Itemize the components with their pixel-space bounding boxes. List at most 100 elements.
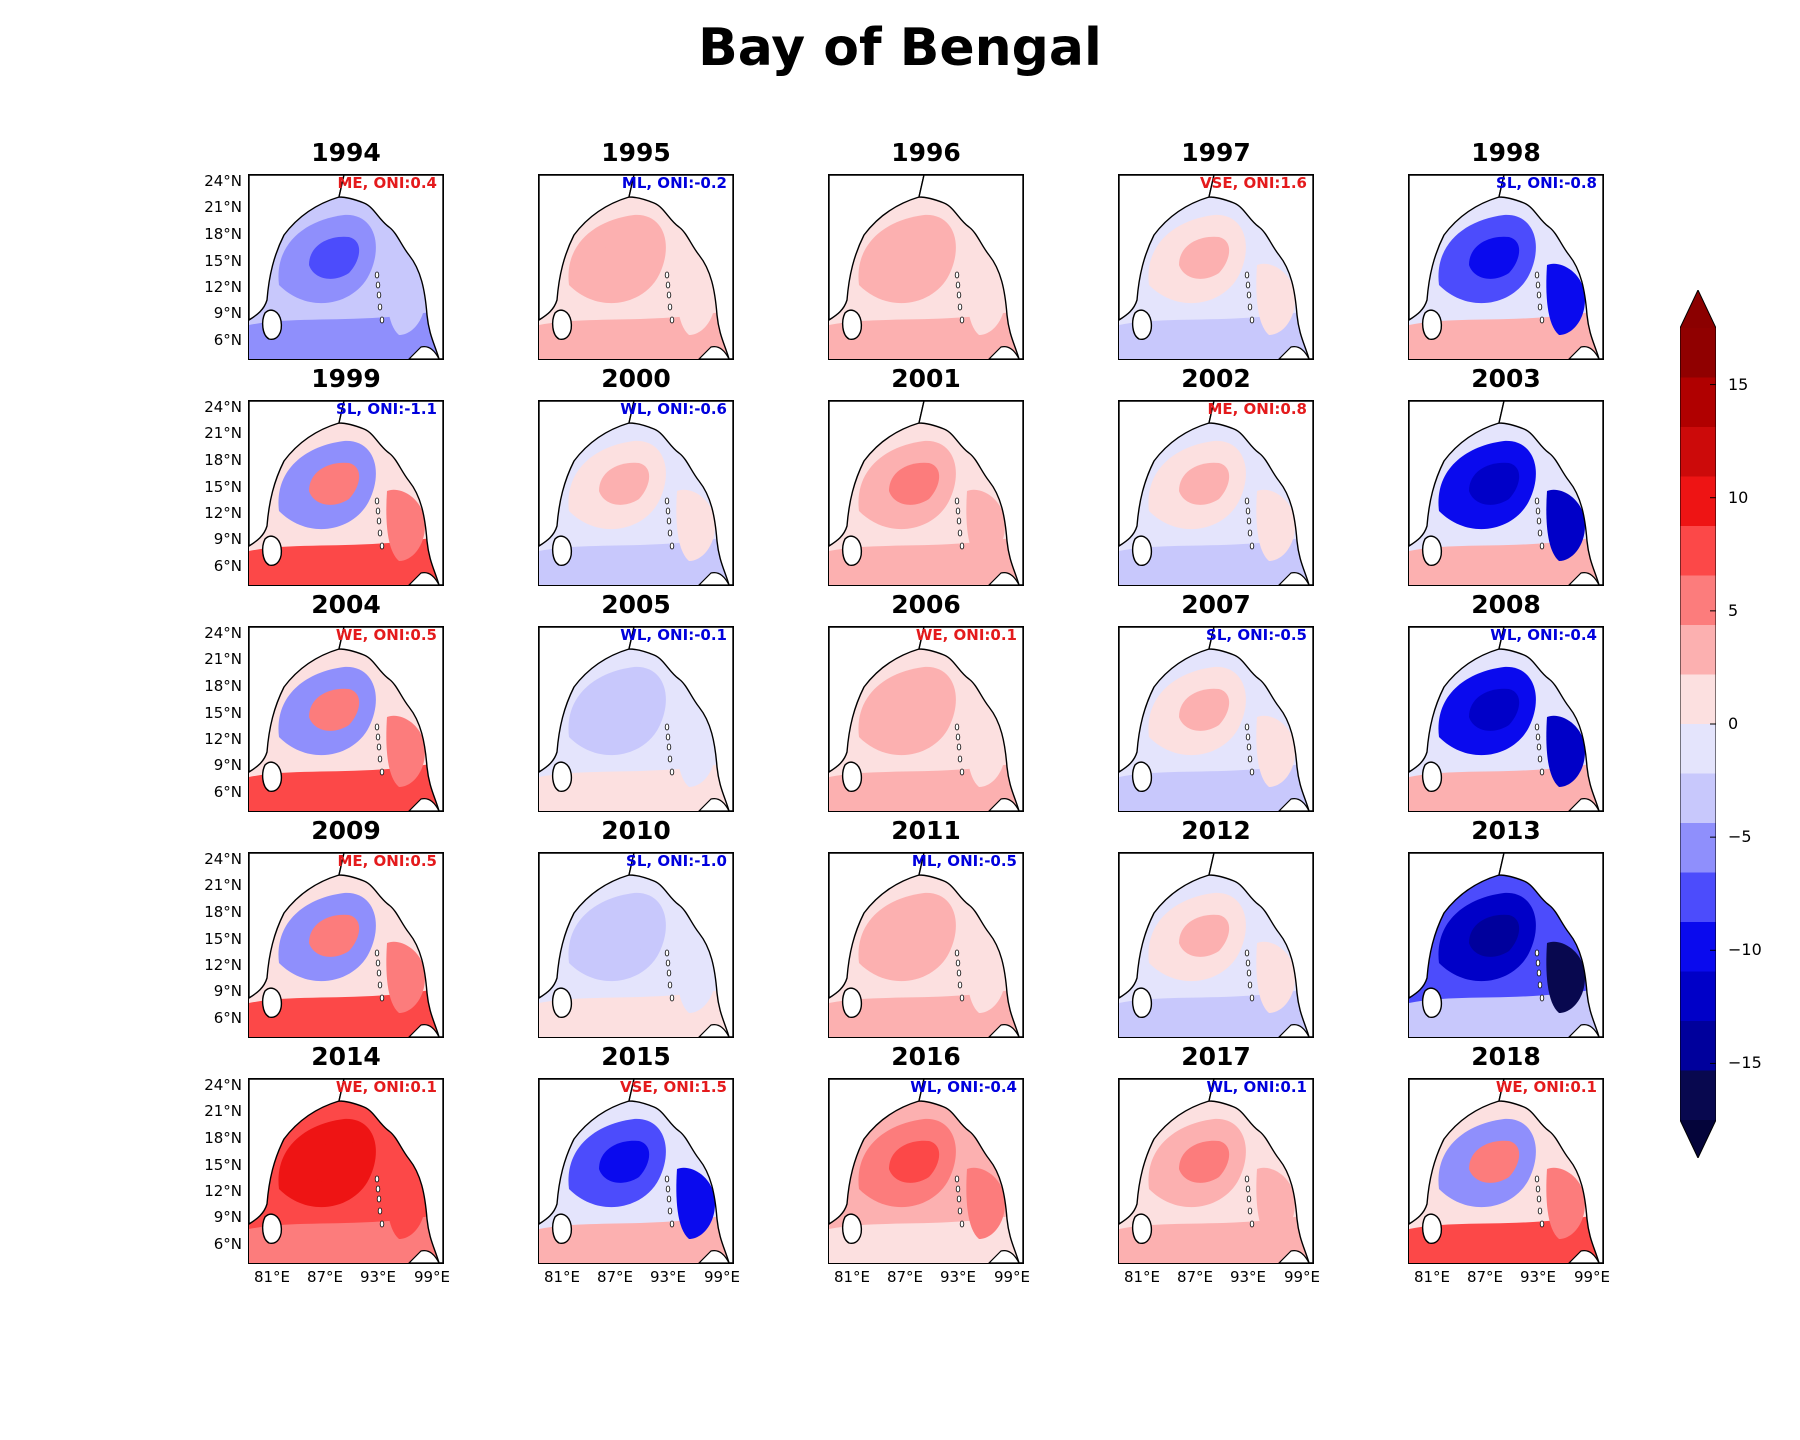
map-frame: SL, ONI:-1.1 — [248, 400, 444, 586]
panel-year: 2015 — [601, 1042, 671, 1071]
map-frame: WE, ONI:0.1 — [1408, 1078, 1604, 1264]
panel-year: 2010 — [601, 816, 671, 845]
enso-annotation: SL, ONI:-1.1 — [336, 400, 437, 418]
longitude-tick-label: 87°E — [1466, 1268, 1504, 1286]
longitude-tick-label: 93°E — [649, 1268, 687, 1286]
anomaly-map — [1119, 1079, 1313, 1263]
anomaly-map — [1119, 401, 1313, 585]
longitude-tick-label: 99°E — [413, 1268, 451, 1286]
colorbar — [1680, 290, 1716, 1158]
map-frame: WE, ONI:0.1 — [828, 626, 1024, 812]
map-panel: 2002 ME, ONI:0.8 — [1118, 364, 1314, 586]
map-frame: SL, ONI:-0.5 — [1118, 626, 1314, 812]
latitude-tick-label: 18°N — [204, 677, 242, 695]
panel-year: 1996 — [891, 138, 961, 167]
colorbar-extend-bottom — [1680, 1120, 1716, 1158]
anomaly-map — [1409, 175, 1603, 359]
colorbar-tick-label: −5 — [1728, 827, 1752, 847]
longitude-tick-label: 87°E — [886, 1268, 924, 1286]
anomaly-map — [1409, 627, 1603, 811]
map-panel: 2005 WL, ONI:-0.1 — [538, 590, 734, 812]
latitude-tick-label: 12°N — [204, 956, 242, 974]
latitude-tick-label: 9°N — [213, 530, 242, 548]
anomaly-map — [1119, 627, 1313, 811]
latitude-tick-label: 21°N — [204, 424, 242, 442]
anomaly-map — [539, 175, 733, 359]
map-frame — [1408, 852, 1604, 1038]
map-panel: 2011 ML, ONI:-0.5 — [828, 816, 1024, 1038]
map-frame: WL, ONI:-0.1 — [538, 626, 734, 812]
anomaly-map — [539, 401, 733, 585]
colorbar-tick-label: −15 — [1728, 1053, 1762, 1073]
enso-annotation: SL, ONI:-1.0 — [626, 852, 727, 870]
map-panel: 2006 WE, ONI:0.1 — [828, 590, 1024, 812]
latitude-tick-label: 15°N — [204, 930, 242, 948]
map-panel: 1998 SL, ONI:-0.8 — [1408, 138, 1604, 360]
enso-annotation: WL, ONI:-0.4 — [910, 1078, 1017, 1096]
colorbar-segment — [1680, 476, 1716, 527]
latitude-tick-label: 21°N — [204, 650, 242, 668]
latitude-tick-label: 21°N — [204, 198, 242, 216]
latitude-tick-label: 12°N — [204, 730, 242, 748]
map-panel: 2012 — [1118, 816, 1314, 1038]
latitude-tick-label: 12°N — [204, 1182, 242, 1200]
anomaly-map — [539, 627, 733, 811]
map-panel: 2014 WE, ONI:0.1 24°N 21°N 18°N 15°N 12°N 9°N 6°… — [204, 1042, 450, 1286]
latitude-tick-label: 6°N — [213, 1009, 242, 1027]
longitude-tick-label: 99°E — [1573, 1268, 1611, 1286]
longitude-tick-label: 81°E — [543, 1268, 581, 1286]
panel-year: 2011 — [891, 816, 961, 845]
colorbar-segment — [1680, 526, 1716, 576]
anomaly-map — [829, 175, 1023, 359]
map-frame: ML, ONI:-0.2 — [538, 174, 734, 360]
panel-year: 1994 — [311, 138, 381, 167]
latitude-tick-label: 9°N — [213, 982, 242, 1000]
enso-annotation: SL, ONI:-0.5 — [1206, 626, 1307, 644]
enso-annotation: WL, ONI:-0.4 — [1490, 626, 1597, 644]
enso-annotation: VSE, ONI:1.6 — [1199, 174, 1307, 192]
colorbar-segment — [1680, 773, 1716, 824]
enso-annotation: WE, ONI:0.1 — [1495, 1078, 1597, 1096]
anomaly-map — [1409, 401, 1603, 585]
latitude-tick-label: 24°N — [204, 398, 242, 416]
latitude-tick-label: 15°N — [204, 478, 242, 496]
enso-annotation: WL, ONI:-0.6 — [620, 400, 727, 418]
map-frame: ME, ONI:0.4 — [248, 174, 444, 360]
map-panel: 2004 WE, ONI:0.5 24°N 21°N 18°N 15°N 12°N 9°N 6°… — [204, 590, 444, 812]
anomaly-map — [539, 1079, 733, 1263]
anomaly-map — [1409, 1079, 1603, 1263]
anomaly-map — [249, 401, 443, 585]
latitude-tick-label: 21°N — [204, 1102, 242, 1120]
enso-annotation: ML, ONI:-0.5 — [911, 852, 1017, 870]
anomaly-map — [1119, 175, 1313, 359]
latitude-tick-label: 18°N — [204, 1129, 242, 1147]
anomaly-map — [249, 175, 443, 359]
map-panel: 1995 ML, ONI:-0.2 — [538, 138, 734, 360]
enso-annotation: WL, ONI:-0.1 — [620, 626, 727, 644]
panel-year: 2014 — [311, 1042, 381, 1071]
latitude-tick-label: 21°N — [204, 876, 242, 894]
anomaly-map — [1409, 853, 1603, 1037]
map-panel: 2013 — [1408, 816, 1604, 1038]
colorbar-tick-label: 10 — [1728, 487, 1749, 507]
panel-year: 2006 — [891, 590, 961, 619]
map-panel: 2003 — [1408, 364, 1604, 586]
latitude-tick-label: 12°N — [204, 504, 242, 522]
anomaly-map — [829, 1079, 1023, 1263]
panel-year: 2012 — [1181, 816, 1251, 845]
enso-annotation: ML, ONI:-0.2 — [621, 174, 727, 192]
longitude-tick-label: 99°E — [993, 1268, 1031, 1286]
colorbar-tick-label: 5 — [1728, 600, 1739, 620]
longitude-tick-label: 87°E — [1176, 1268, 1214, 1286]
map-panel: 2017 WL, ONI:0.1 81°E 87°E 93°E 99°E — [1118, 1042, 1320, 1286]
map-frame: ME, ONI:0.8 — [1118, 400, 1314, 586]
map-frame: WL, ONI:-0.6 — [538, 400, 734, 586]
panel-year: 1999 — [311, 364, 381, 393]
longitude-tick-label: 93°E — [1229, 1268, 1267, 1286]
longitude-tick-label: 99°E — [703, 1268, 741, 1286]
panel-year: 2004 — [311, 590, 381, 619]
colorbar-tick-label: 15 — [1728, 374, 1749, 394]
map-frame: WE, ONI:0.5 — [248, 626, 444, 812]
latitude-tick-label: 6°N — [213, 331, 242, 349]
colorbar-extend-top — [1680, 290, 1716, 328]
